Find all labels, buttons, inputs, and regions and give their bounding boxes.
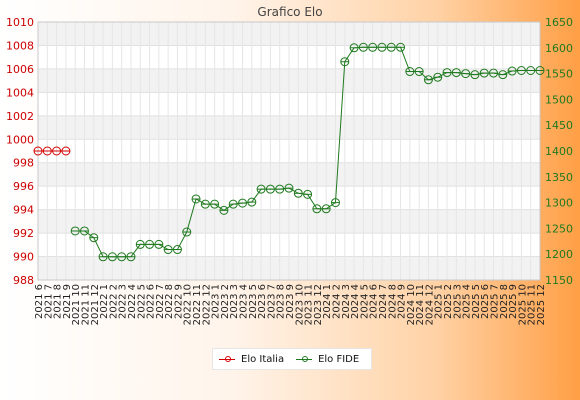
x-tick-label: 2023 12 <box>313 284 324 325</box>
x-tick-label: 2022 7 <box>155 284 166 319</box>
legend-marker-fide <box>296 354 313 364</box>
x-tick-label: 2022 10 <box>183 284 194 325</box>
y-right-tick-label: 1400 <box>545 145 573 158</box>
x-tick-label: 2024 8 <box>387 284 398 319</box>
x-tick-label: 2022 4 <box>127 284 138 319</box>
y-left-tick-label: 990 <box>13 251 34 264</box>
y-right-tick-label: 1200 <box>545 248 573 261</box>
x-tick-label: 2024 3 <box>341 284 352 319</box>
x-tick-label: 2024 5 <box>359 284 370 319</box>
x-tick-label: 2023 11 <box>304 284 315 325</box>
x-tick-label: 2024 11 <box>415 284 426 325</box>
x-tick-label: 2022 5 <box>136 284 147 319</box>
y-left-tick-label: 1000 <box>6 133 34 146</box>
legend: Elo Italia Elo FIDE <box>212 348 372 370</box>
y-right-tick-label: 1650 <box>545 16 573 29</box>
x-tick-label: 2023 4 <box>239 284 250 319</box>
x-tick-label: 2022 6 <box>146 284 157 319</box>
y-left-tick-label: 1008 <box>6 39 34 52</box>
y-right-tick-label: 1300 <box>545 197 573 210</box>
x-tick-label: 2025 12 <box>536 284 547 325</box>
x-tick-label: 2022 3 <box>118 284 129 319</box>
x-tick-label: 2024 12 <box>424 284 435 325</box>
x-tick-label: 2022 8 <box>164 284 175 319</box>
x-tick-label: 2025 2 <box>443 284 454 319</box>
x-tick-label: 2023 10 <box>294 284 305 325</box>
y-left-tick-label: 994 <box>13 204 34 217</box>
x-tick-label: 2024 1 <box>322 284 333 319</box>
y-right-tick-label: 1350 <box>545 171 573 184</box>
x-tick-label: 2024 7 <box>378 284 389 319</box>
x-tick-label: 2024 6 <box>369 284 380 319</box>
x-tick-label: 2022 11 <box>192 284 203 325</box>
x-tick-label: 2021 7 <box>43 284 54 319</box>
y-left-tick-label: 1002 <box>6 110 34 123</box>
y-left-tick-label: 1006 <box>6 63 34 76</box>
y-right-tick-label: 1450 <box>545 119 573 132</box>
x-tick-label: 2022 9 <box>173 284 184 319</box>
x-tick-label: 2025 11 <box>527 284 538 325</box>
x-tick-label: 2025 3 <box>452 284 463 319</box>
x-tick-label: 2024 9 <box>397 284 408 319</box>
chart-title: Grafico Elo <box>257 5 323 19</box>
legend-item-italia: Elo Italia <box>219 354 284 365</box>
x-tick-label: 2024 10 <box>406 284 417 325</box>
legend-marker-italia <box>219 354 235 364</box>
y-right-tick-label: 1250 <box>545 222 573 235</box>
x-tick-label: 2022 12 <box>201 284 212 325</box>
x-tick-label: 2025 1 <box>434 284 445 319</box>
x-tick-label: 2023 7 <box>266 284 277 319</box>
y-right-tick-label: 1600 <box>545 42 573 55</box>
x-tick-label: 2025 6 <box>480 284 491 319</box>
y-left-tick-label: 996 <box>13 180 34 193</box>
x-tick-label: 2021 11 <box>80 284 91 325</box>
x-tick-label: 2024 2 <box>331 284 342 319</box>
x-tick-label: 2021 8 <box>53 284 64 319</box>
x-tick-label: 2025 5 <box>471 284 482 319</box>
x-tick-label: 2023 1 <box>211 284 222 319</box>
y-right-tick-label: 1150 <box>545 274 573 287</box>
x-tick-label: 2022 2 <box>108 284 119 319</box>
legend-label-fide: Elo FIDE <box>318 353 360 365</box>
x-tick-label: 2023 5 <box>248 284 259 319</box>
x-tick-label: 2023 2 <box>220 284 231 319</box>
y-left-tick-label: 1004 <box>6 86 34 99</box>
y-right-tick-label: 1500 <box>545 93 573 106</box>
x-tick-label: 2025 4 <box>462 284 473 319</box>
legend-label-italia: Elo Italia <box>241 353 285 365</box>
x-tick-label: 2023 3 <box>229 284 240 319</box>
x-tick-label: 2025 8 <box>499 284 510 319</box>
x-tick-label: 2021 12 <box>90 284 101 325</box>
y-right-tick-label: 1550 <box>545 68 573 81</box>
y-left-tick-label: 1010 <box>6 16 34 29</box>
x-tick-label: 2021 6 <box>34 284 45 319</box>
x-tick-label: 2022 1 <box>99 284 110 319</box>
x-tick-label: 2024 4 <box>350 284 361 319</box>
legend-item-fide: Elo FIDE <box>296 354 359 365</box>
x-tick-label: 2021 10 <box>71 284 82 325</box>
y-left-tick-label: 988 <box>13 274 34 287</box>
x-tick-label: 2021 9 <box>62 284 73 319</box>
x-tick-label: 2023 9 <box>285 284 296 319</box>
x-tick-label: 2023 6 <box>257 284 268 319</box>
x-tick-label: 2025 7 <box>490 284 501 319</box>
y-left-tick-label: 992 <box>13 227 34 240</box>
y-left-tick-label: 998 <box>13 157 34 170</box>
x-tick-label: 2023 8 <box>276 284 287 319</box>
x-tick-label: 2025 9 <box>508 284 519 319</box>
x-tick-label: 2025 10 <box>517 284 528 325</box>
